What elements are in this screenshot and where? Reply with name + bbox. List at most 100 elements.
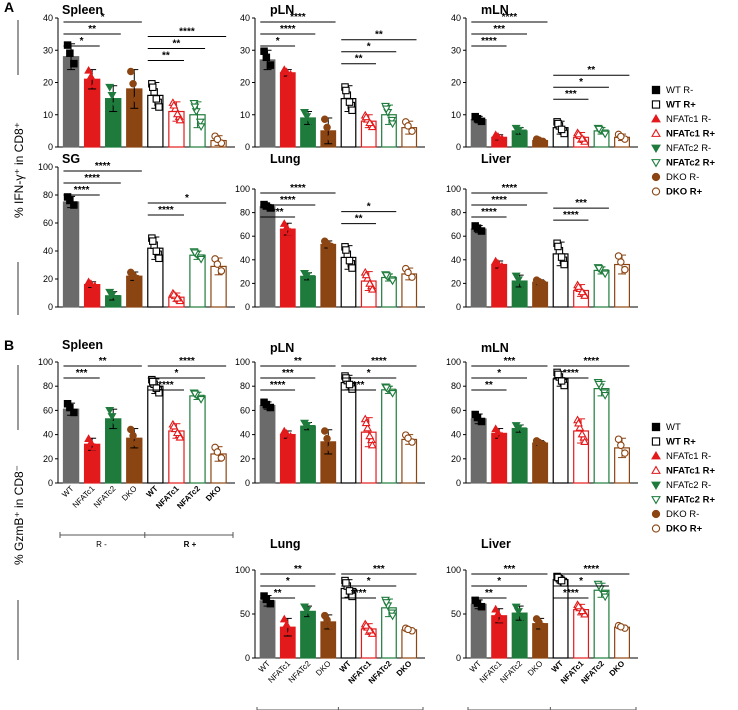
data-point: [404, 434, 412, 442]
significance-label: **: [88, 24, 96, 35]
bar: [491, 263, 508, 308]
data-point: [84, 65, 94, 74]
bar: [300, 425, 316, 484]
data-point: [614, 435, 623, 443]
legend-marker: [651, 465, 661, 474]
y-tick-label: 40: [451, 255, 461, 265]
bar: [470, 418, 487, 484]
significance-label: *: [276, 36, 280, 47]
significance-label: *: [579, 576, 583, 587]
data-point: [129, 271, 137, 279]
data-point: [404, 122, 412, 130]
x-category-label: WT: [468, 659, 483, 674]
data-point: [535, 136, 543, 144]
bar: [279, 72, 296, 148]
data-point: [621, 265, 629, 274]
data-point: [388, 612, 398, 621]
data-point: [169, 421, 179, 430]
data-point: [133, 439, 141, 448]
significance-label: *: [185, 193, 189, 204]
legend-marker: [651, 172, 661, 182]
data-point: [497, 614, 507, 623]
bar: [62, 56, 80, 148]
data-point: [300, 109, 309, 117]
data-point: [323, 434, 331, 443]
significance-label: ****: [502, 183, 518, 194]
data-point: [111, 294, 121, 303]
data-point: [155, 103, 163, 111]
data-point: [217, 454, 226, 462]
data-point: [282, 429, 292, 437]
data-point: [517, 427, 527, 436]
data-point: [302, 606, 312, 615]
data-point: [554, 370, 562, 379]
chart-title: Spleen: [62, 338, 103, 352]
significance-label: ***: [282, 368, 294, 379]
data-point: [266, 599, 275, 608]
x-category-label: DKO: [120, 484, 139, 503]
chart-title: mLN: [481, 3, 509, 17]
chart-title: Liver: [481, 537, 511, 551]
data-point: [302, 113, 312, 121]
data-point: [190, 390, 200, 399]
x-category-label: WT: [60, 484, 75, 499]
data-point: [282, 620, 292, 628]
data-point: [497, 431, 507, 440]
data-point: [408, 273, 416, 281]
data-point: [388, 277, 398, 286]
legend-label: NFATc2 R-: [666, 480, 711, 491]
y-tick-label: 10: [451, 110, 461, 120]
bar: [491, 432, 508, 484]
y-tick-label: 30: [451, 45, 461, 55]
data-point: [513, 608, 523, 616]
y-tick-label: 60: [43, 218, 53, 228]
significance-label: **: [162, 51, 170, 62]
legend-marker: [651, 437, 661, 446]
data-point: [152, 384, 161, 392]
y-tick-label: 40: [240, 430, 250, 440]
chart-title: mLN: [481, 341, 509, 355]
data-point: [381, 272, 391, 280]
legend-marker: [651, 85, 661, 95]
data-point: [367, 122, 377, 131]
data-point: [169, 100, 179, 109]
significance-label: ***: [493, 24, 505, 35]
data-point: [574, 418, 583, 427]
significance-label: ****: [84, 173, 100, 184]
data-point: [172, 293, 182, 302]
x-category-label: DKO: [314, 659, 333, 678]
data-point: [111, 420, 121, 429]
data-point: [282, 222, 292, 231]
data-point: [574, 129, 583, 138]
data-point: [266, 61, 275, 69]
data-point: [577, 606, 587, 615]
legend-marker: [651, 159, 661, 168]
bar: [259, 600, 276, 659]
y-tick-label: 100: [235, 565, 250, 575]
data-point: [107, 413, 117, 421]
x-category-label: DKO: [526, 659, 545, 678]
data-point: [282, 67, 292, 76]
y-axis-label-b: % GzmB⁺ in CD8⁻: [12, 465, 26, 565]
y-tick-label: 20: [451, 454, 461, 464]
y-tick-label: 0: [48, 302, 53, 312]
data-point: [365, 278, 375, 287]
significance-label: ****: [280, 24, 296, 35]
significance-label: ****: [563, 588, 579, 599]
y-tick-label: 20: [240, 278, 250, 288]
bar: [62, 408, 80, 484]
data-point: [321, 115, 329, 124]
x-category-label: WT: [338, 659, 353, 674]
bar: [552, 378, 569, 484]
bar: [381, 389, 397, 484]
data-point: [473, 224, 482, 232]
data-point: [361, 621, 371, 629]
y-tick-label: 0: [245, 478, 250, 488]
data-point: [196, 255, 206, 264]
legend-marker: [651, 509, 661, 519]
y-tick-label: 40: [43, 430, 53, 440]
data-point: [149, 83, 157, 92]
